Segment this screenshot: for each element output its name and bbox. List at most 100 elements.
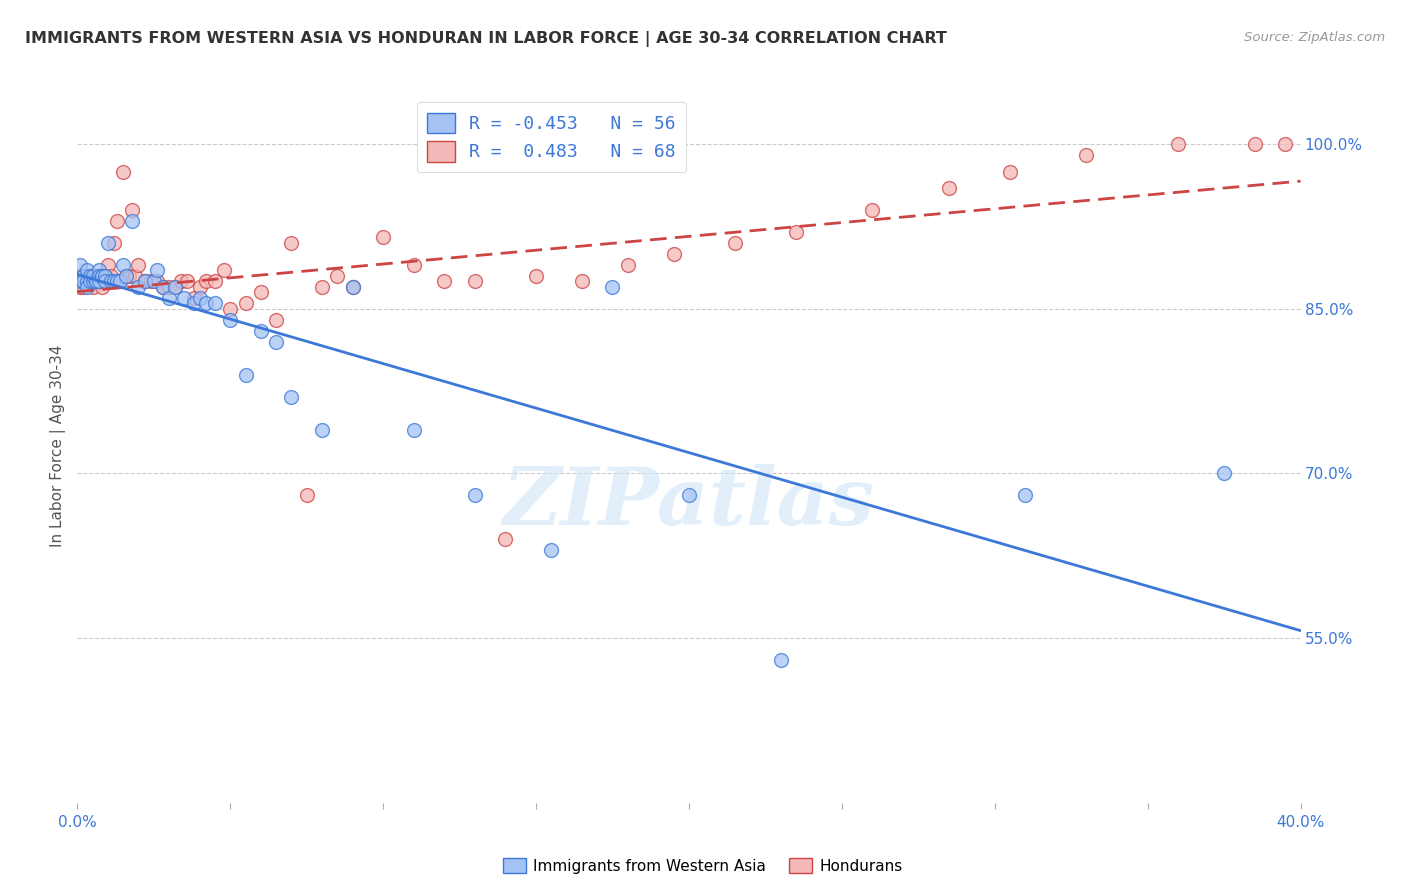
Point [76,263,98,277]
Point [108,274,131,288]
Y-axis label: In Labor Force | Age 30-34: In Labor Force | Age 30-34 [51,344,66,548]
Point [90,268,112,283]
Point [724,235,747,250]
Point [108,274,131,288]
Point [194,274,217,288]
Point [219,301,242,316]
Point [402,258,425,272]
Point [678,488,700,502]
Point [128,280,150,294]
Point [235,368,257,382]
Point [264,334,287,349]
Point [212,263,235,277]
Point [152,280,174,294]
Point [90,274,112,288]
Point [97,258,120,272]
Point [134,274,156,288]
Point [142,274,165,288]
Point [76,274,98,288]
Point [173,291,195,305]
Point [82,274,104,288]
Point [103,235,125,250]
Legend: Immigrants from Western Asia, Hondurans: Immigrants from Western Asia, Hondurans [496,852,910,880]
Point [342,280,364,294]
Point [105,214,128,228]
Point [165,280,187,294]
Point [82,268,104,283]
Point [79,268,101,283]
Point [87,274,110,288]
Point [100,274,122,288]
Point [105,274,128,288]
Point [464,274,486,288]
Point [84,274,107,288]
Point [157,280,180,294]
Point [79,274,101,288]
Point [72,280,94,294]
Point [250,324,273,338]
Point [204,296,226,310]
Point [1167,137,1189,152]
Point [84,274,107,288]
Point [100,268,122,283]
Point [90,280,112,294]
Point [342,280,364,294]
Point [311,280,333,294]
Point [84,268,107,283]
Point [194,296,217,310]
Point [128,258,150,272]
Point [90,268,112,283]
Point [170,274,193,288]
Point [295,488,318,502]
Point [188,280,211,294]
Point [69,258,91,272]
Point [69,268,91,283]
Point [183,296,205,310]
Point [204,274,226,288]
Point [76,280,98,294]
Point [183,291,205,305]
Point [524,268,547,283]
Point [326,268,349,283]
Text: IMMIGRANTS FROM WESTERN ASIA VS HONDURAN IN LABOR FORCE | AGE 30-34 CORRELATION : IMMIGRANTS FROM WESTERN ASIA VS HONDURAN… [25,31,948,47]
Point [662,247,685,261]
Point [280,390,302,404]
Point [103,274,125,288]
Point [371,230,394,244]
Point [94,268,117,283]
Point [72,274,94,288]
Point [94,268,117,283]
Text: ZIPatlas: ZIPatlas [503,465,875,541]
Point [571,274,593,288]
Point [87,274,110,288]
Point [121,214,143,228]
Point [617,258,640,272]
Point [115,268,138,283]
Text: Source: ZipAtlas.com: Source: ZipAtlas.com [1244,31,1385,45]
Point [69,274,91,288]
Point [118,268,141,283]
Point [152,280,174,294]
Point [72,268,94,283]
Point [540,543,562,558]
Point [121,202,143,217]
Point [165,280,187,294]
Point [87,263,110,277]
Point [79,268,101,283]
Point [112,164,135,178]
Point [862,202,884,217]
Point [82,280,104,294]
Point [72,268,94,283]
Point [139,274,162,288]
Point [785,225,807,239]
Point [146,263,169,277]
Point [1014,488,1036,502]
Point [433,274,456,288]
Point [124,268,146,283]
Point [112,258,135,272]
Point [69,280,91,294]
Point [76,274,98,288]
Point [79,274,101,288]
Point [72,274,94,288]
Point [938,181,960,195]
